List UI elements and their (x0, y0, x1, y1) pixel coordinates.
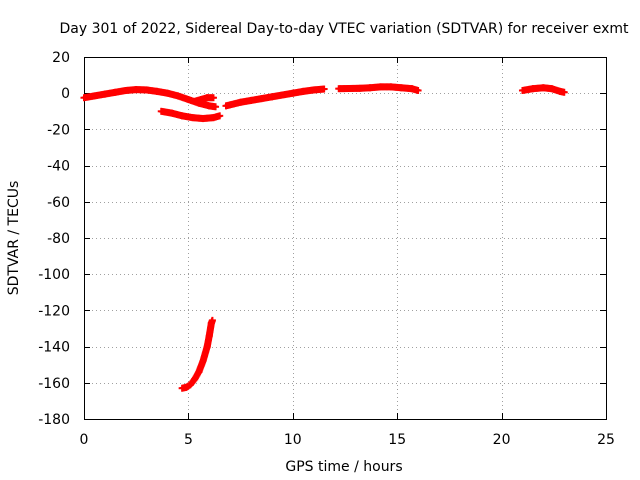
series-plunge (178, 316, 216, 392)
x-tick-label: 25 (597, 432, 615, 448)
y-tick-label: -160 (38, 376, 70, 392)
grid-lines (84, 57, 606, 419)
y-tick-label: 20 (52, 50, 70, 66)
series-low-arc (157, 107, 224, 123)
y-tick-label: -120 (38, 303, 70, 319)
chart-title: Day 301 of 2022, Sidereal Day-to-day VTE… (60, 21, 630, 37)
x-tick-label: 10 (284, 432, 302, 448)
data-point (208, 316, 216, 324)
data-point (209, 94, 217, 102)
y-tick-label: -40 (47, 159, 70, 175)
series-main-track (80, 86, 220, 111)
axis-ticks (84, 57, 607, 420)
y-tick-label: -20 (47, 122, 70, 138)
x-tick-label: 5 (184, 432, 193, 448)
data-point (216, 112, 224, 120)
y-tick-label: -100 (38, 267, 70, 283)
x-tick-labels: 0 5 10 15 20 25 (80, 432, 615, 448)
series-late-pass (518, 84, 568, 96)
x-axis-title: GPS time / hours (285, 459, 402, 475)
x-tick-label: 0 (80, 432, 89, 448)
y-tick-label: -60 (47, 195, 70, 211)
series-short-segment (191, 94, 217, 105)
y-tick-label: -180 (38, 412, 70, 428)
y-axis-title: SDTVAR / TECUs (6, 181, 22, 296)
data-point (414, 86, 422, 94)
data-point (320, 85, 328, 93)
data-point (560, 88, 568, 96)
y-tick-labels: 20 0 -20 -40 -60 -80 -100 -120 -140 -160 -180 (38, 50, 70, 428)
data-point (212, 103, 220, 111)
y-tick-label: -140 (38, 340, 70, 356)
x-tick-label: 20 (493, 432, 511, 448)
series-plateau (335, 83, 422, 94)
x-tick-label: 15 (388, 432, 406, 448)
series-rise (222, 85, 328, 110)
y-tick-label: 0 (61, 86, 70, 102)
y-tick-label: -80 (47, 231, 70, 247)
data-points (80, 83, 568, 392)
